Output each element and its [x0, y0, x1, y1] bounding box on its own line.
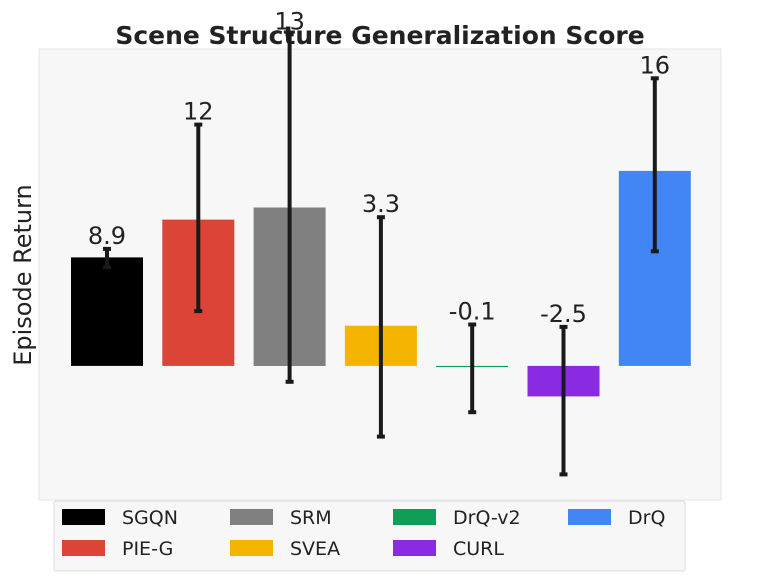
legend-swatch-sgqn [62, 509, 105, 525]
legend-swatch-svea [230, 540, 273, 556]
data-label-drq: 16 [640, 51, 671, 79]
chart-title: Scene Structure Generalization Score [115, 21, 644, 50]
legend-item-curl: CURL [393, 538, 504, 560]
legend-swatch-curl [393, 540, 436, 556]
error-bar-drq-v2 [468, 322, 477, 415]
legend-item-drq-v2: DrQ-v2 [393, 507, 521, 529]
legend-swatch-drq-v2 [393, 509, 436, 525]
data-labels-group: 8.9 12 13 3.3 -0.1 -2.5 16 [88, 7, 671, 328]
legend-item-svea: SVEA [230, 538, 340, 560]
legend-item-drq: DrQ [568, 507, 665, 529]
data-label-sgqn: 8.9 [88, 222, 126, 250]
legend-label-pie-g: PIE-G [122, 538, 173, 560]
legend-item-srm: SRM [230, 507, 332, 529]
error-bar-svea [376, 215, 385, 439]
legend-item-sgqn: SGQN [62, 507, 178, 529]
error-bars-group [103, 32, 659, 477]
data-label-srm: 13 [274, 7, 305, 35]
legend-label-drq: DrQ [628, 507, 665, 529]
legend-swatch-drq [568, 509, 611, 525]
error-bar-srm [285, 32, 294, 384]
legend: SGQN SRM DrQ-v2 DrQ PIE-G SVEA CURL [53, 500, 686, 572]
legend-label-svea: SVEA [290, 538, 340, 560]
legend-label-sgqn: SGQN [122, 507, 178, 529]
legend-swatch-pie-g [62, 540, 105, 556]
error-bar-curl [559, 324, 568, 477]
legend-box [53, 500, 686, 572]
data-label-curl: -2.5 [540, 300, 587, 328]
error-bar-drq [650, 76, 659, 254]
legend-label-srm: SRM [290, 507, 332, 529]
y-axis-label: Episode Return [9, 184, 37, 366]
legend-label-drq-v2: DrQ-v2 [453, 507, 521, 529]
data-label-pie-g: 12 [183, 98, 214, 126]
legend-item-pie-g: PIE-G [62, 538, 173, 560]
legend-swatch-srm [230, 509, 273, 525]
legend-label-curl: CURL [453, 538, 504, 560]
bar-sgqn [71, 257, 143, 366]
error-bar-sgqn [103, 246, 111, 270]
bars-group [71, 170, 691, 397]
error-bar-pie-g [194, 122, 203, 314]
data-label-drq-v2: -0.1 [449, 298, 496, 326]
data-label-svea: 3.3 [362, 190, 400, 218]
